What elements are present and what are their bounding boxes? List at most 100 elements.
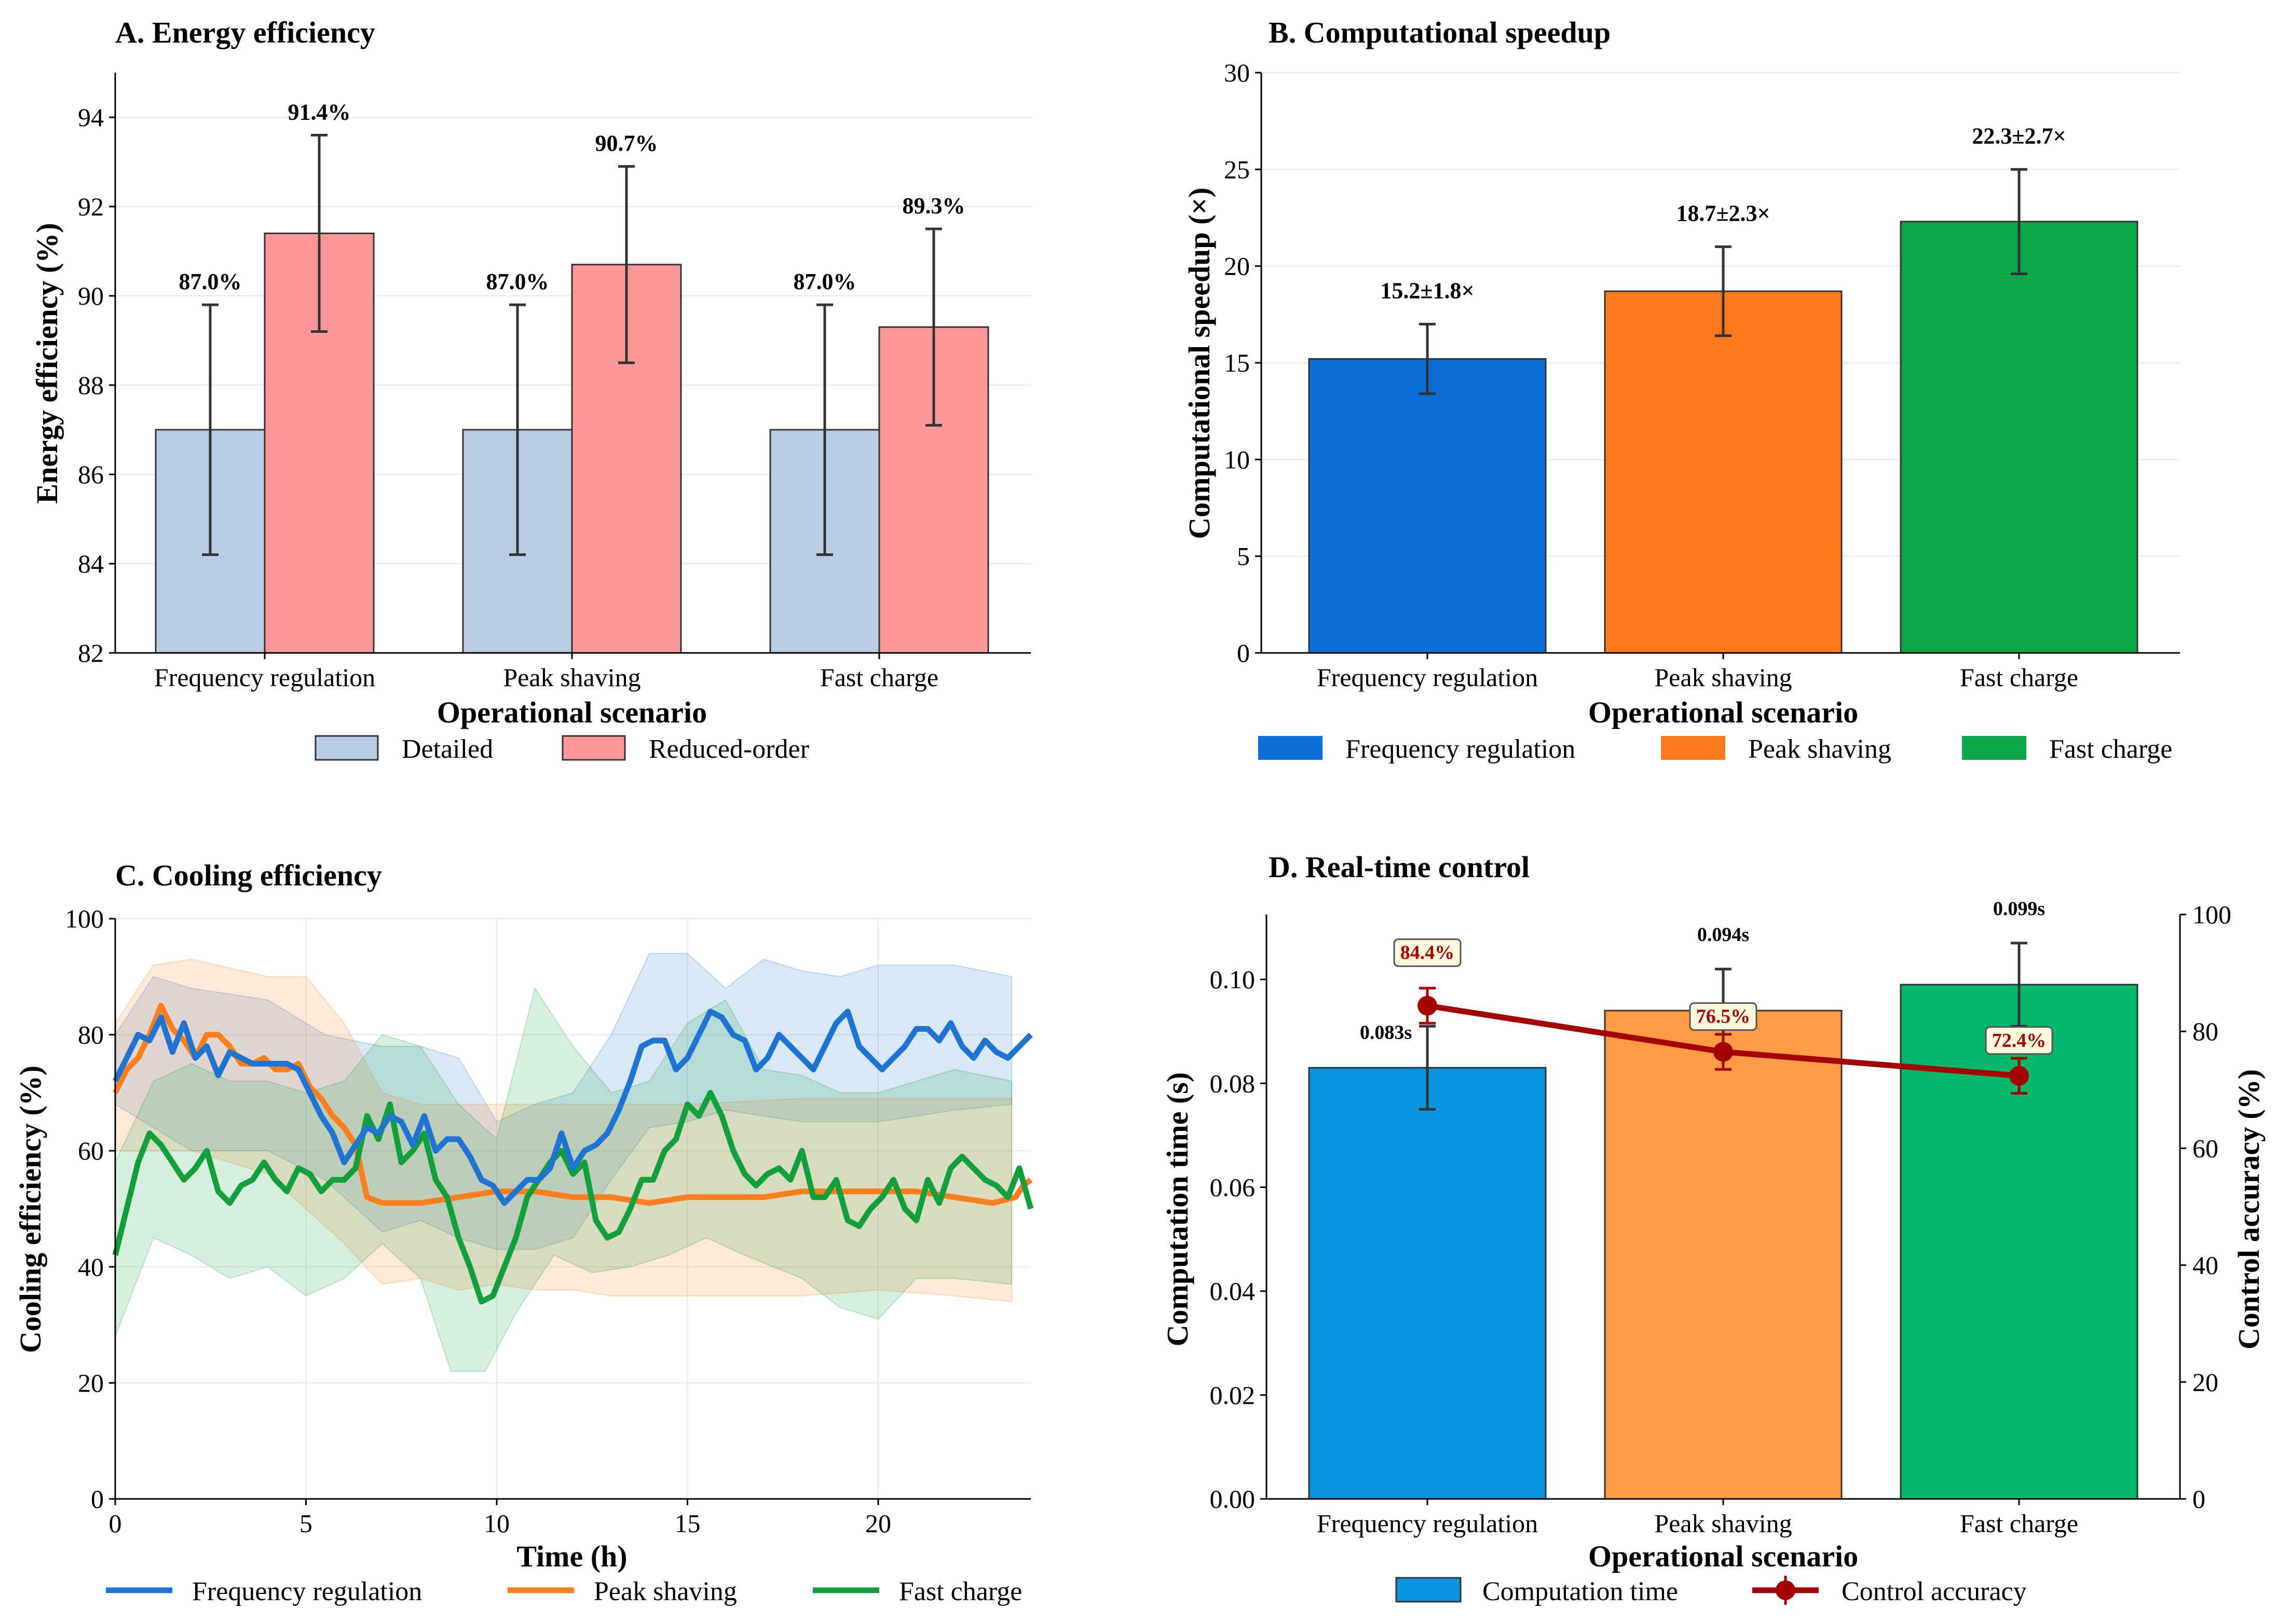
x-tick-label: 5 — [299, 1509, 312, 1538]
bar-speedup — [1308, 358, 1547, 654]
data-label: 0.083s — [1360, 1021, 1412, 1043]
panel-c-cooling-efficiency: C. Cooling efficiency 0 20 40 60 80 100 0 5 10 15 2… — [13, 858, 1034, 1606]
data-label: 87.0% — [794, 269, 856, 294]
legend-swatch — [315, 735, 379, 761]
y-tick-label: 0.00 — [1210, 1484, 1256, 1513]
accuracy-label-box — [1689, 1002, 1757, 1031]
x-tick-label: 0 — [109, 1509, 122, 1538]
x-tick-label: 10 — [484, 1509, 510, 1538]
legend-swatch — [1395, 1577, 1462, 1603]
accuracy-label-box — [1393, 938, 1462, 967]
legend-label: Frequency regulation — [192, 1577, 422, 1606]
confidence-band — [115, 953, 1013, 1250]
y-tick-label: 0.10 — [1210, 965, 1256, 994]
y-tick-label: 0.06 — [1210, 1172, 1256, 1202]
y-tick-label: 84 — [78, 549, 104, 578]
accuracy-marker — [1713, 1042, 1733, 1062]
y-tick-label: 30 — [1224, 58, 1250, 87]
legend-label: Peak shaving — [1748, 734, 1891, 764]
x-tick-label: Fast charge — [820, 663, 938, 692]
y-tick-label: 0 — [91, 1484, 104, 1513]
series-line — [113, 1008, 1033, 1206]
y-tick-label: 60 — [78, 1136, 104, 1165]
legend-label: Computation time — [1482, 1577, 1678, 1606]
panel-b-computational-speedup: B. Computational speedup 0 5 10 15 20 25 30 15.2… — [1182, 16, 2180, 764]
y-axis-label: Cooling efficiency (%) — [13, 1066, 47, 1353]
x-axis-label: Operational scenario — [1588, 1539, 1858, 1573]
data-label: 15.2±1.8× — [1380, 278, 1474, 303]
y-tick-label: 94 — [78, 103, 104, 132]
x-tick-label: Frequency regulation — [1317, 663, 1538, 692]
legend-swatch — [1661, 736, 1725, 760]
data-label: 89.3% — [903, 193, 965, 219]
x-tick-label: 20 — [865, 1509, 891, 1538]
data-label: 87.0% — [486, 269, 549, 294]
y-tick-label: 86 — [78, 460, 104, 489]
x-tick-label: Peak shaving — [1654, 1509, 1792, 1538]
x-tick-label: 15 — [675, 1509, 701, 1538]
y-right-axis-label: Control accuracy (%) — [2232, 1069, 2266, 1349]
legend-label: Frequency regulation — [1345, 734, 1575, 764]
y-tick-label: 40 — [78, 1252, 104, 1281]
legend-marker — [1776, 1580, 1795, 1600]
x-tick-label: Frequency regulation — [154, 663, 375, 692]
y-right-tick-label: 60 — [2192, 1134, 2218, 1163]
data-label: 90.7% — [595, 131, 658, 156]
y-tick-label: 0.08 — [1210, 1069, 1256, 1098]
series-line — [112, 1089, 1034, 1305]
x-axis-label: Operational scenario — [1588, 695, 1858, 729]
bar-computation-time — [1604, 1009, 1843, 1500]
y-tick-label: 88 — [78, 371, 104, 400]
y-right-tick-label: 0 — [2192, 1484, 2205, 1513]
y-axis-label: Energy efficiency (%) — [30, 223, 64, 503]
y-tick-label: 20 — [1224, 252, 1250, 281]
data-label: 0.094s — [1697, 924, 1749, 946]
x-axis-label: Time (h) — [516, 1539, 627, 1573]
legend-label: Fast charge — [2049, 734, 2172, 764]
y-tick-label: 5 — [1237, 542, 1250, 571]
panel-a-energy-efficiency: A. Energy efficiency 82 84 86 88 90 92 94 87.0% 8… — [30, 16, 1031, 764]
y-right-tick-label: 100 — [2192, 900, 2231, 929]
chart-title: D. Real-time control — [1269, 850, 1530, 884]
accuracy-label: 84.4% — [1400, 942, 1455, 964]
confidence-band — [115, 987, 1013, 1372]
accuracy-label-box — [1985, 1026, 2053, 1055]
legend-swatch — [562, 735, 626, 761]
x-axis-label: Operational scenario — [437, 695, 707, 729]
data-label: 22.3±2.7× — [1972, 123, 2066, 148]
y-right-tick-label: 40 — [2192, 1251, 2218, 1280]
x-tick-label: Peak shaving — [1654, 663, 1792, 692]
data-label: 0.099s — [1993, 898, 2045, 920]
y-tick-label: 90 — [78, 281, 104, 310]
data-label: 18.7±2.3× — [1676, 200, 1770, 226]
x-tick-label: Peak shaving — [503, 663, 640, 692]
panel-d-real-time-control: D. Real-time control 0.00 0.02 0.04 0.06 0.08… — [1161, 850, 2266, 1606]
legend-label: Control accuracy — [1842, 1577, 2027, 1606]
y-right-tick-label: 80 — [2192, 1017, 2218, 1046]
y-tick-label: 10 — [1224, 445, 1250, 474]
confidence-band — [115, 959, 1013, 1302]
bar-speedup — [1604, 290, 1843, 654]
bar-computation-time — [1308, 1067, 1547, 1500]
x-tick-label: Fast charge — [1960, 1509, 2078, 1538]
data-label: 91.4% — [288, 99, 351, 125]
legend-swatch — [1962, 736, 2026, 760]
y-tick-label: 100 — [65, 904, 104, 933]
y-tick-label: 82 — [78, 638, 104, 667]
y-tick-label: 0.02 — [1210, 1381, 1256, 1410]
y-tick-label: 0.04 — [1210, 1277, 1256, 1306]
y-tick-label: 20 — [78, 1368, 104, 1397]
accuracy-label: 72.4% — [1992, 1030, 2047, 1052]
accuracy-label: 76.5% — [1696, 1006, 1751, 1028]
y-tick-label: 92 — [78, 192, 104, 221]
legend-label: Detailed — [402, 734, 493, 764]
chart-title: C. Cooling efficiency — [115, 858, 382, 892]
legend-label: Fast charge — [899, 1577, 1022, 1606]
y-tick-label: 0 — [1237, 638, 1250, 667]
y-tick-label: 25 — [1224, 155, 1250, 184]
data-label: 87.0% — [179, 269, 242, 294]
legend-label: Peak shaving — [594, 1577, 737, 1606]
accuracy-marker — [1417, 995, 1437, 1016]
chart-title: A. Energy efficiency — [115, 16, 375, 49]
